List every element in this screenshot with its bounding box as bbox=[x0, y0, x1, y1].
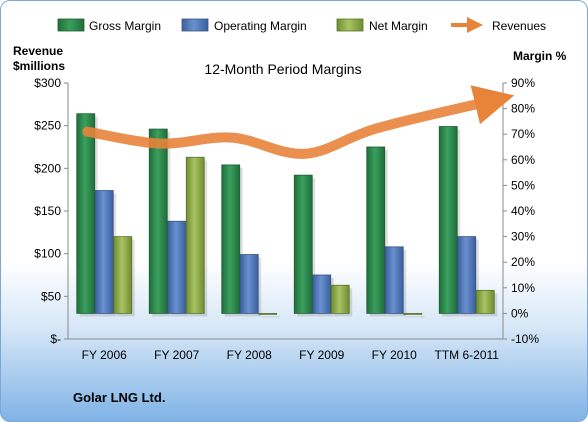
category-labels: FY 2006 FY 2007 FY 2008 FY 2009 FY 2010 TTM 6… bbox=[82, 348, 500, 362]
y-right-tick-label: 80% bbox=[511, 102, 535, 116]
chart-title: 12-Month Period Margins bbox=[204, 61, 361, 77]
bar-operating-margin-0 bbox=[94, 190, 114, 314]
y-left-label-line1: Revenue bbox=[13, 44, 63, 58]
bars-layer bbox=[76, 113, 498, 318]
y-right-tick-label: 90% bbox=[511, 76, 535, 90]
y-left-tick-label: $- bbox=[50, 332, 61, 346]
x-tick-label: FY 2008 bbox=[227, 348, 272, 362]
x-tick-label: FY 2009 bbox=[299, 348, 344, 362]
bar-gross-margin-3 bbox=[293, 174, 313, 314]
bar-net-margin-1 bbox=[185, 156, 205, 314]
x-tick-label: FY 2007 bbox=[154, 348, 199, 362]
y-right-tick-label: -10% bbox=[511, 332, 539, 346]
y-left-tick-label: $100 bbox=[34, 247, 61, 261]
x-tick-label: FY 2010 bbox=[372, 348, 417, 362]
bar-gross-margin-4 bbox=[366, 146, 386, 314]
revenue-line-layer bbox=[82, 85, 515, 159]
bar-net-margin-5 bbox=[475, 289, 495, 314]
company-name: Golar LNG Ltd. bbox=[73, 390, 165, 405]
y-right-tick-label: 20% bbox=[511, 255, 535, 269]
bar-net-margin-2 bbox=[258, 312, 278, 315]
bar-shadow bbox=[406, 316, 425, 318]
bar-operating-margin-2 bbox=[239, 254, 259, 314]
y-right-tick-label: 70% bbox=[511, 127, 535, 141]
bar-shadow bbox=[261, 316, 280, 318]
series-revenues-line bbox=[82, 85, 515, 159]
legend-label-net-margin: Net Margin bbox=[369, 19, 428, 33]
legend-swatch-net-margin bbox=[336, 18, 364, 32]
ticks-layer: $300 $250 $200 $150 $100 $50 $- 90% 80% 70% 60% 50%… bbox=[34, 76, 539, 346]
y-right-tick-label: 0% bbox=[511, 306, 529, 320]
y-left-label-line2: $millions bbox=[13, 59, 65, 73]
y-right-tick-label: 10% bbox=[511, 281, 535, 295]
bar-gross-margin-5 bbox=[438, 126, 458, 314]
x-tick-label: TTM 6-2011 bbox=[435, 348, 500, 362]
y-right-tick-label: 40% bbox=[511, 204, 535, 218]
y-left-tick-label: $150 bbox=[34, 204, 61, 218]
bar-operating-margin-1 bbox=[167, 220, 187, 314]
bar-net-margin-3 bbox=[330, 284, 350, 314]
bar-operating-margin-3 bbox=[312, 274, 332, 314]
y-left-tick-label: $50 bbox=[41, 289, 61, 303]
legend-swatch-gross-margin bbox=[57, 18, 85, 32]
x-tick-label: FY 2006 bbox=[82, 348, 127, 362]
bar-gross-margin-0 bbox=[76, 113, 96, 314]
y-left-tick-label: $200 bbox=[34, 161, 61, 175]
legend-swatch-operating-margin bbox=[181, 18, 209, 32]
bar-gross-margin-1 bbox=[148, 128, 168, 314]
legend-label-operating-margin: Operating Margin bbox=[214, 19, 307, 33]
y-right-tick-label: 30% bbox=[511, 230, 535, 244]
bar-operating-margin-5 bbox=[457, 236, 477, 314]
y-left-tick-label: $300 bbox=[34, 76, 61, 90]
bar-net-margin-4 bbox=[403, 312, 423, 315]
legend-label-gross-margin: Gross Margin bbox=[89, 19, 161, 33]
y-right-label: Margin % bbox=[513, 49, 567, 63]
y-right-tick-label: 50% bbox=[511, 178, 535, 192]
bar-net-margin-0 bbox=[113, 236, 133, 314]
bar-operating-margin-4 bbox=[384, 246, 404, 314]
y-left-tick-label: $250 bbox=[34, 119, 61, 133]
legend-label-revenues: Revenues bbox=[492, 19, 546, 33]
y-right-tick-label: 60% bbox=[511, 153, 535, 167]
bar-gross-margin-2 bbox=[221, 164, 241, 314]
legend: Gross Margin Operating Margin Net Margin… bbox=[57, 17, 546, 33]
